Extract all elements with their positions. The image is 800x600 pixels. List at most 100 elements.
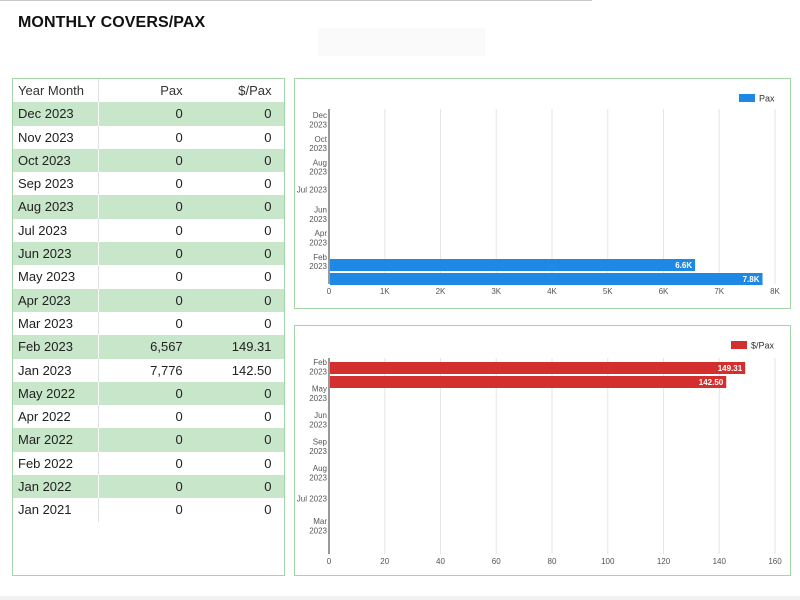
cell-pax: 0 <box>98 148 191 173</box>
x-tick-label: 7K <box>714 287 724 296</box>
bar <box>330 259 696 271</box>
x-tick-label: 60 <box>492 557 501 566</box>
y-tick-label: Sep 2023 <box>309 438 327 456</box>
cell-per-pax: 0 <box>190 102 284 126</box>
table-row[interactable]: Jun 2023 0 0 <box>13 242 284 266</box>
cell-per-pax: 0 <box>190 428 284 452</box>
y-tick-label: Jun 2023 <box>309 206 327 224</box>
table-row[interactable]: Aug 2023 0 0 <box>13 195 284 219</box>
table-row[interactable]: Mar 2022 0 0 <box>13 428 284 452</box>
cell-per-pax: 0 <box>190 288 284 312</box>
x-tick-label: 2K <box>436 287 446 296</box>
cell-year-month: Feb 2023 <box>13 335 100 359</box>
x-tick-label: 1K <box>380 287 390 296</box>
cell-year-month: Jan 2022 <box>13 475 100 499</box>
cell-per-pax: 142.50 <box>231 362 272 378</box>
table-row[interactable]: Feb 2022 0 0 <box>13 451 284 476</box>
cell-pax: 0 <box>175 315 183 331</box>
table-row[interactable]: Nov 2023 0 0 <box>13 125 284 149</box>
legend-swatch <box>731 341 747 349</box>
legend-label: Pax <box>759 94 775 104</box>
column-header-per-pax[interactable]: $/Pax <box>238 83 272 98</box>
cell-per-pax: 0 <box>190 148 284 173</box>
cell-per-pax: 0 <box>264 129 272 145</box>
table-row[interactable]: Dec 2023 0 0 <box>13 102 284 126</box>
cell-pax: 0 <box>175 409 183 425</box>
table-row[interactable]: Jan 2022 0 0 <box>13 475 284 499</box>
y-tick-label: Jul 2023 <box>297 186 328 195</box>
table-row[interactable]: Sep 2023 0 0 <box>13 172 284 196</box>
bar-value-label: 149.31 <box>718 364 743 373</box>
table-row[interactable]: Feb 2023 6,567 149.31 <box>13 335 284 359</box>
cell-pax: 0 <box>175 502 183 518</box>
table-row[interactable]: Apr 2023 0 0 <box>13 288 284 312</box>
column-header-year-month[interactable]: Year Month <box>13 79 100 103</box>
x-tick-label: 3K <box>491 287 501 296</box>
table-row[interactable]: Apr 2022 0 0 <box>13 405 284 429</box>
cell-per-pax: 0 <box>264 176 272 192</box>
cell-pax: 0 <box>175 455 183 471</box>
column-header-pax[interactable]: Pax <box>160 83 183 98</box>
cell-pax: 0 <box>98 381 191 406</box>
bar <box>330 376 727 388</box>
y-tick-label: Apr 2023 <box>309 229 327 247</box>
cell-pax: 0 <box>175 129 183 145</box>
x-tick-label: 160 <box>768 557 782 566</box>
cell-year-month: Apr 2022 <box>13 405 100 429</box>
cell-year-month: Jan 2021 <box>13 498 100 522</box>
x-tick-label: 5K <box>603 287 613 296</box>
cell-per-pax: 0 <box>190 242 284 266</box>
x-tick-label: 0 <box>327 557 332 566</box>
cell-year-month: May 2022 <box>13 381 100 406</box>
cell-year-month: Jun 2023 <box>13 242 100 266</box>
cell-year-month: Oct 2023 <box>13 148 100 173</box>
cell-year-month: Jan 2023 <box>13 358 100 382</box>
x-tick-label: 140 <box>713 557 727 566</box>
cell-pax: 0 <box>175 176 183 192</box>
table-row[interactable]: May 2022 0 0 <box>13 381 284 406</box>
y-tick-label: Dec 2023 <box>309 111 327 129</box>
cell-pax: 0 <box>98 475 191 499</box>
table-body: Dec 2023 0 0 Nov 2023 0 0 Oct 2023 0 0 Sep 2023 0 0… <box>13 102 284 522</box>
x-tick-label: 80 <box>548 557 557 566</box>
monthly-table-panel: Year Month Pax $/Pax Dec 2023 0 0 Nov 2023 0… <box>12 78 285 576</box>
y-tick-label: Aug 2023 <box>309 158 327 176</box>
page-title: MONTHLY COVERS/PAX <box>18 14 206 31</box>
per-pax-chart-panel: 0 20 40 60 80 100 120 140 160 Feb 2023 May 2023 Jun 20… <box>294 325 791 576</box>
table-row[interactable]: Mar 2023 0 0 <box>13 311 284 336</box>
cell-year-month: Aug 2023 <box>13 195 100 219</box>
cell-year-month: Nov 2023 <box>13 125 100 149</box>
cell-per-pax: 0 <box>264 455 272 471</box>
x-tick-label: 4K <box>547 287 557 296</box>
table-header-row: Year Month Pax $/Pax <box>13 79 284 103</box>
cell-per-pax: 0 <box>190 381 284 406</box>
cell-per-pax: 0 <box>190 195 284 219</box>
y-tick-label: Jun 2023 <box>309 411 327 429</box>
x-tick-label: 40 <box>436 557 445 566</box>
bar-value-label: 6.6K <box>675 261 692 270</box>
cell-year-month: Mar 2023 <box>13 311 100 336</box>
table-row[interactable]: Jul 2023 0 0 <box>13 218 284 243</box>
cell-year-month: Feb 2022 <box>13 451 100 476</box>
cell-pax: 0 <box>98 288 191 312</box>
cell-pax: 0 <box>98 242 191 266</box>
cell-per-pax: 0 <box>264 315 272 331</box>
cell-per-pax: 149.31 <box>190 335 284 359</box>
cell-pax: 7,776 <box>150 362 183 378</box>
y-tick-label: Aug 2023 <box>309 464 327 482</box>
cell-year-month: Dec 2023 <box>13 102 100 126</box>
table-row[interactable]: Oct 2023 0 0 <box>13 148 284 173</box>
table-row[interactable]: Jan 2021 0 0 <box>13 498 284 522</box>
cell-per-pax: 0 <box>264 409 272 425</box>
table-row[interactable]: Jan 2023 7,776 142.50 <box>13 358 284 382</box>
bar <box>330 273 763 285</box>
cell-year-month: Mar 2022 <box>13 428 100 452</box>
y-tick-label: Feb 2023 <box>309 358 327 376</box>
cell-year-month: Apr 2023 <box>13 288 100 312</box>
legend-swatch <box>739 94 755 102</box>
blank-placeholder <box>318 28 485 56</box>
x-tick-label: 120 <box>657 557 671 566</box>
cell-year-month: May 2023 <box>13 265 100 289</box>
table-row[interactable]: May 2023 0 0 <box>13 265 284 289</box>
x-tick-label: 0 <box>327 287 332 296</box>
